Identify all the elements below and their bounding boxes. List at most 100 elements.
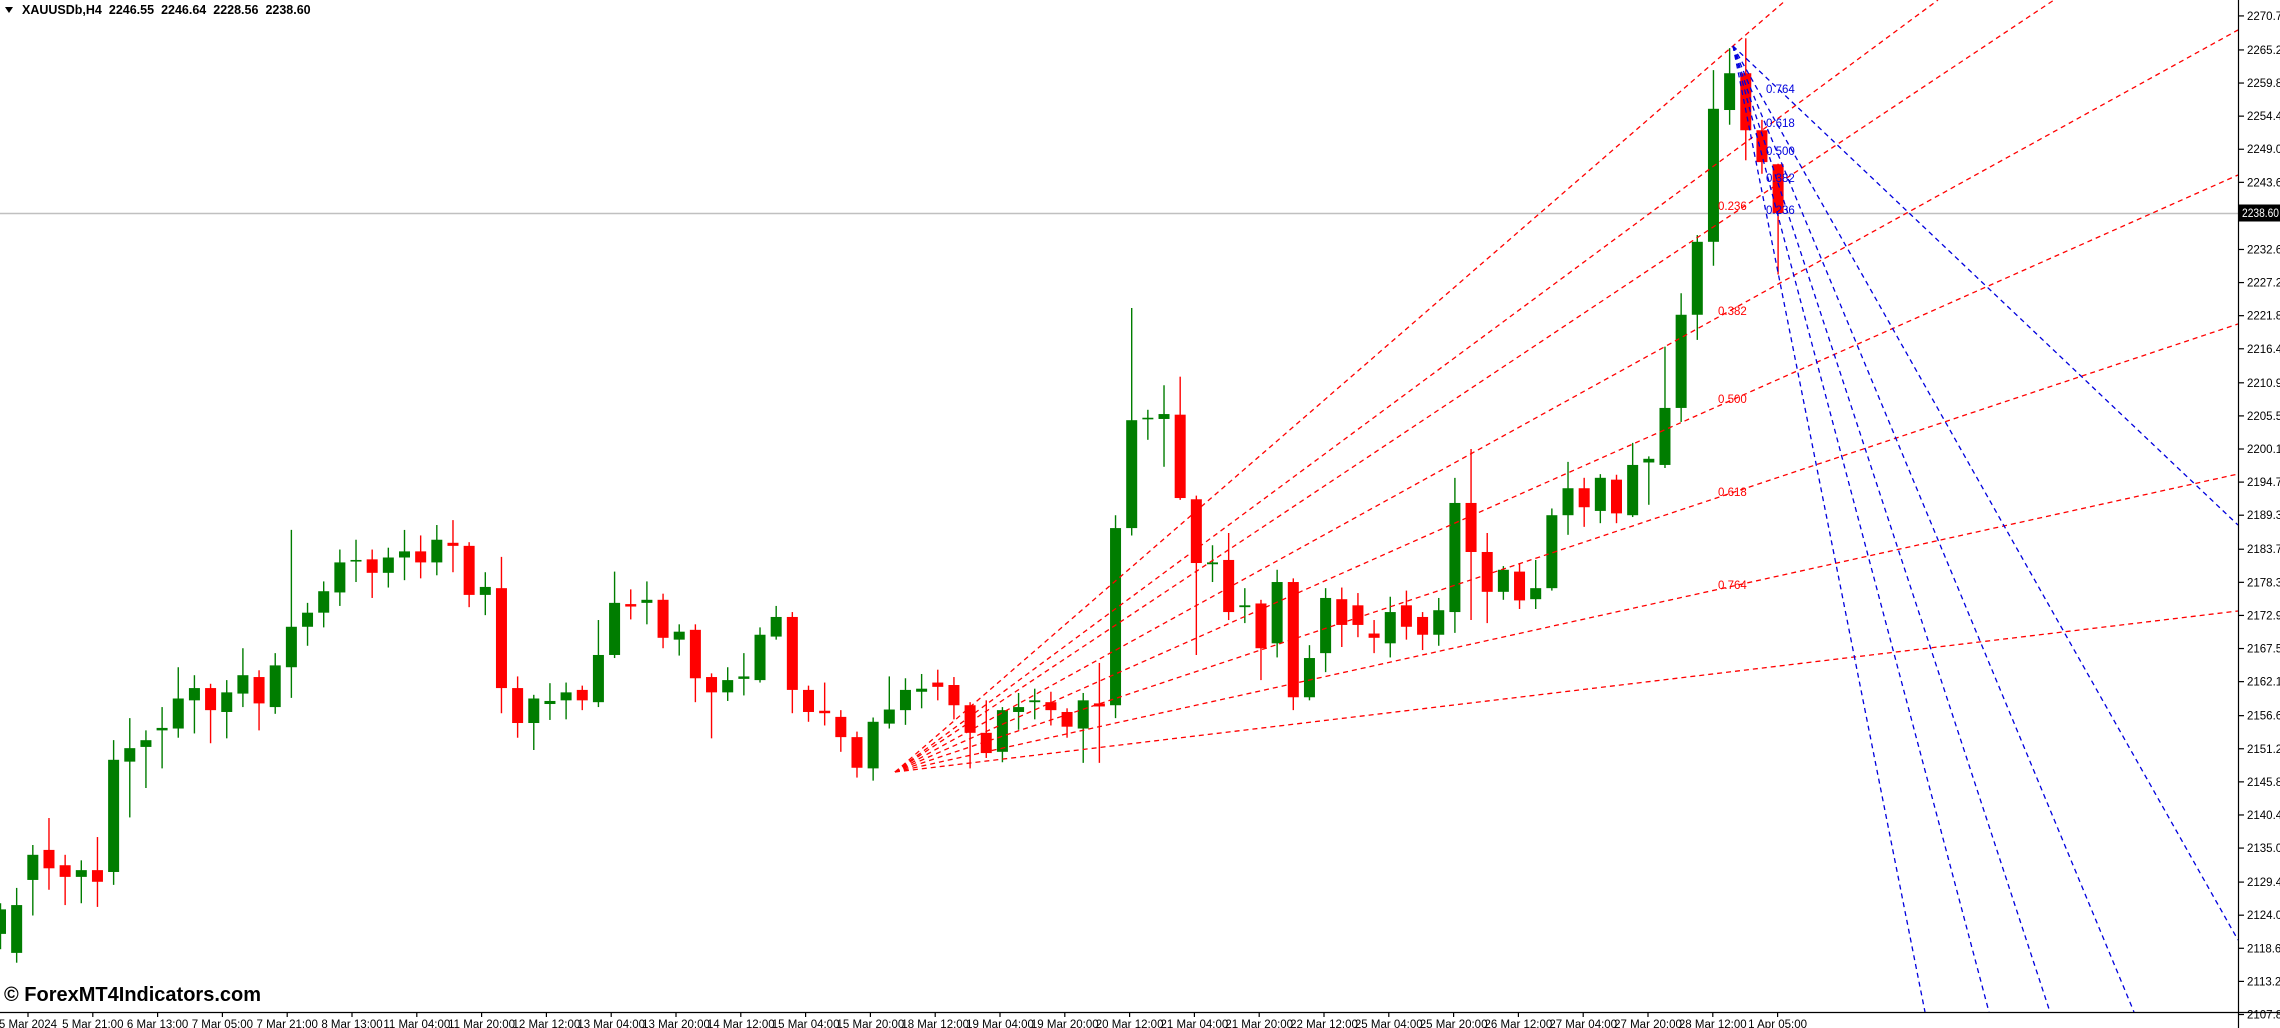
candle-body	[1126, 420, 1138, 529]
blue-fib-fan-line[interactable]	[1732, 45, 2051, 1012]
time-tick-label: 27 Mar 04:00	[1549, 1019, 1617, 1028]
candle-body	[786, 616, 798, 690]
candle-body	[964, 705, 976, 733]
red-fib-fan-line[interactable]	[894, 0, 2055, 773]
plot-area[interactable]: 0.236 0.382 0.500 0.618 0.764 0.236 0.382 0.500…	[0, 0, 2238, 1012]
blue-fib-fan-line[interactable]	[1732, 45, 1926, 1012]
blue-fib-fan-line[interactable]	[1732, 45, 1990, 1012]
candle-body	[1029, 700, 1041, 703]
red-fib-fan-line[interactable]	[894, 610, 2238, 773]
candle-body	[1287, 582, 1299, 698]
candle-body	[609, 602, 621, 655]
candle-body	[899, 689, 911, 711]
candle-body	[269, 665, 281, 708]
candle-body	[1077, 700, 1089, 729]
red-fib-fan-line[interactable]	[894, 323, 2238, 773]
time-tick-label: 8 Mar 13:00	[321, 1019, 382, 1028]
candle-body	[673, 631, 685, 640]
time-tick-label: 21 Mar 04:00	[1161, 1019, 1229, 1028]
fib-level-label: 0.236	[1766, 205, 1795, 217]
time-tick-label: 19 Mar 04:00	[966, 1019, 1034, 1028]
candle-body	[851, 737, 863, 768]
candle-body	[1045, 702, 1057, 711]
candle-body	[1417, 616, 1429, 635]
time-tick-label: 20 Mar 12:00	[1096, 1019, 1164, 1028]
price-tick-label: 2249.00	[2247, 144, 2280, 156]
price-tick-label: 2178.35	[2247, 577, 2280, 589]
price-tick-label: 2205.50	[2247, 411, 2280, 423]
candle-body	[1142, 417, 1154, 420]
symbol-dropdown-icon[interactable]	[5, 7, 13, 13]
price-tick-label: 2227.25	[2247, 278, 2280, 290]
candle-body	[512, 688, 524, 724]
red-fib-fan-line[interactable]	[894, 473, 2238, 773]
watermark-text: © ForexMT4Indicators.com	[4, 984, 262, 1006]
candle-body	[108, 759, 120, 872]
price-tick-label: 2221.85	[2247, 311, 2280, 323]
candle-body	[1465, 502, 1477, 552]
red-fib-fan-line[interactable]	[894, 0, 1939, 773]
price-tick-label: 2194.70	[2247, 477, 2280, 489]
fib-level-label: 0.382	[1766, 173, 1795, 185]
price-tick-label: 2129.45	[2247, 877, 2280, 889]
fib-level-label: 0.618	[1718, 487, 1747, 499]
blue-fib-fan-line[interactable]	[1732, 45, 2135, 1012]
time-tick-label: 18 Mar 12:00	[901, 1019, 969, 1028]
red-fib-fan-line[interactable]	[894, 174, 2238, 773]
red-fib-fan[interactable]	[894, 0, 2238, 773]
candle-body	[237, 675, 249, 694]
time-tick-label: 14 Mar 12:00	[707, 1019, 775, 1028]
price-tick-label: 2113.25	[2247, 976, 2280, 988]
candle-body	[43, 849, 55, 869]
candle-body	[124, 748, 136, 762]
candle-body	[1255, 603, 1267, 649]
bar-close-value: 2238.60	[265, 3, 311, 17]
candle-body	[1093, 703, 1105, 707]
fib-level-label: 0.500	[1718, 394, 1747, 406]
bar-low-value: 2228.56	[213, 3, 259, 17]
candle-body	[1449, 502, 1461, 613]
blue-fib-fan-line[interactable]	[1732, 45, 2238, 941]
candle-body	[11, 905, 23, 953]
time-tick-label: 7 Mar 05:00	[192, 1019, 253, 1028]
price-tick-label: 2140.40	[2247, 810, 2280, 822]
blue-fib-fan-line[interactable]	[1732, 45, 2238, 526]
blue-fib-fan[interactable]	[1732, 45, 2238, 1012]
price-axis[interactable]: 2270.75 2265.20 2259.80 2254.40 2249.00 2243.…	[2238, 11, 2280, 1022]
candle-body	[221, 692, 233, 712]
red-fib-fan-line[interactable]	[894, 29, 2238, 773]
candle-body	[835, 716, 847, 738]
red-fib-fan-line[interactable]	[894, 0, 1787, 773]
candle-body	[867, 721, 879, 769]
candle-body	[1611, 479, 1622, 514]
candle-body	[382, 557, 394, 573]
time-tick-label: 1 Apr 05:00	[1748, 1019, 1807, 1028]
candle-body	[1223, 559, 1235, 613]
candle-body	[334, 562, 346, 593]
price-tick-label: 2167.55	[2247, 644, 2280, 656]
time-tick-label: 5 Mar 21:00	[62, 1019, 123, 1028]
candle-body	[1303, 658, 1315, 698]
price-tick-label: 2189.30	[2247, 510, 2280, 522]
candle-body	[0, 909, 6, 934]
fib-level-label: 0.382	[1718, 306, 1747, 318]
candle-body	[1772, 164, 1784, 213]
candle-body	[883, 709, 895, 724]
fib-level-label: 0.764	[1766, 84, 1795, 96]
candle-body	[528, 698, 540, 724]
candle-body	[302, 612, 314, 627]
candle-body	[140, 740, 152, 747]
price-tick-label: 2243.60	[2247, 177, 2280, 189]
candle-body	[1562, 488, 1574, 516]
candle-body	[1756, 130, 1768, 163]
candles-layer	[0, 38, 1784, 963]
time-tick-label: 6 Mar 13:00	[127, 1019, 188, 1028]
candle-body	[431, 539, 443, 563]
candle-body	[463, 545, 475, 595]
time-axis[interactable]: 5 Mar 2024 5 Mar 21:00 6 Mar 13:00 7 Mar 05…	[0, 1012, 1807, 1028]
candle-body	[1110, 528, 1122, 706]
candle-body	[205, 688, 217, 711]
time-tick-label: 25 Mar 20:00	[1420, 1019, 1488, 1028]
